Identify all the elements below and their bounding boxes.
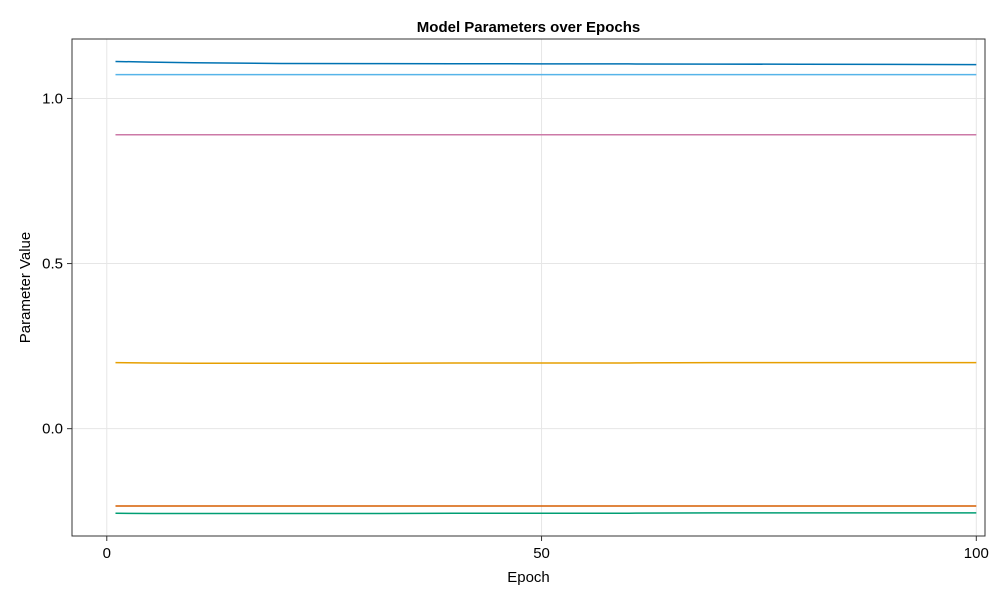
y-axis-label: Parameter Value — [17, 232, 34, 343]
x-tick-label: 100 — [964, 545, 989, 562]
y-tick-label: 1.0 — [42, 90, 63, 107]
x-axis-label: Epoch — [507, 569, 550, 586]
y-tick-label: 0.5 — [42, 256, 63, 273]
ticks: 0 50 100 0.0 0.5 1.0 — [42, 90, 989, 562]
series-lines — [115, 60, 977, 515]
chart-title: Model Parameters over Epochs — [417, 19, 640, 36]
grid — [72, 39, 985, 536]
x-tick-label: 50 — [533, 545, 550, 562]
series-line-4 — [115, 361, 977, 365]
plot-frame — [71, 38, 986, 537]
series-line-1 — [115, 60, 977, 66]
y-tick-label: 0.0 — [42, 421, 63, 438]
x-tick-label: 0 — [103, 545, 111, 562]
series-line-6 — [115, 512, 977, 515]
